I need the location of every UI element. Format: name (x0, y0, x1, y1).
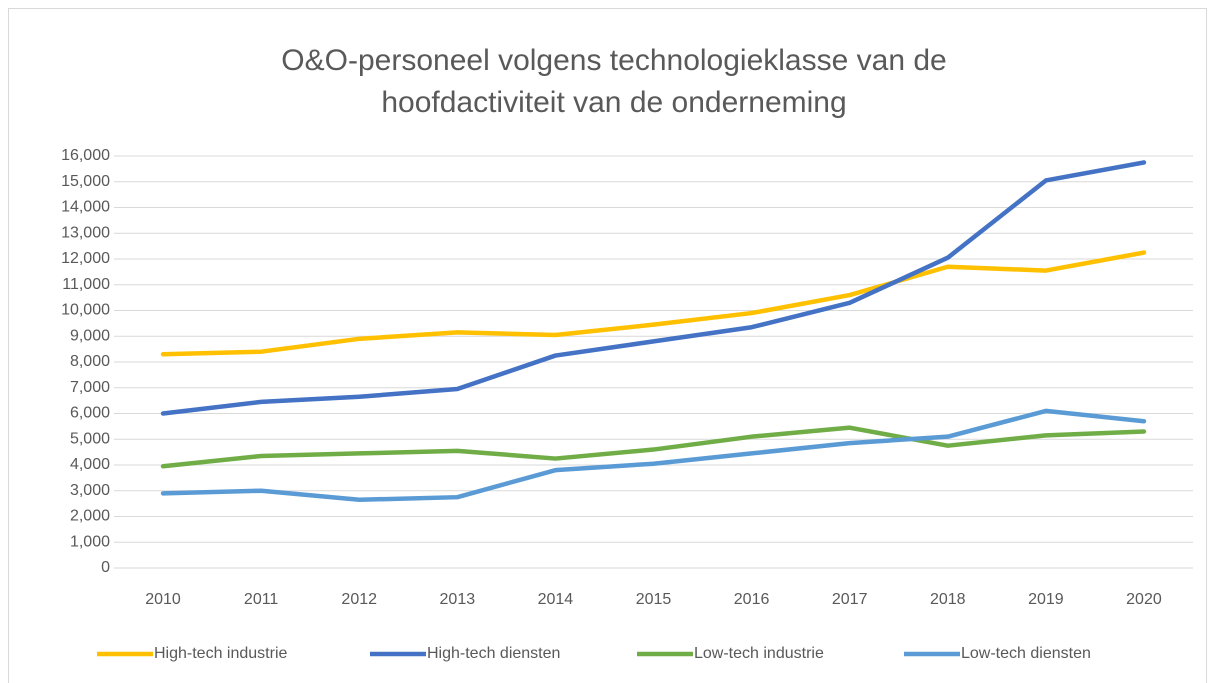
y-tick-label: 1,000 (70, 533, 110, 550)
y-tick-label: 9,000 (70, 327, 110, 344)
y-tick-label: 4,000 (70, 456, 110, 473)
y-tick-label: 12,000 (61, 250, 110, 267)
x-tick-label: 2019 (1028, 591, 1064, 608)
x-tick-label: 2016 (734, 591, 770, 608)
series-line (160, 408, 1147, 503)
x-tick-label: 2017 (832, 591, 868, 608)
y-tick-label: 5,000 (70, 430, 110, 447)
y-tick-label: 8,000 (70, 353, 110, 370)
x-tick-label: 2010 (145, 591, 181, 608)
legend-label: Low-tech industrie (694, 645, 824, 662)
legend-label: High-tech diensten (427, 645, 560, 662)
chart-title: O&O-personeel volgens technologieklasse … (281, 44, 946, 77)
y-tick-label: 11,000 (62, 276, 110, 293)
x-tick-label: 2015 (636, 591, 672, 608)
y-tick-label: 3,000 (70, 482, 110, 499)
chart-border (8, 8, 1207, 683)
y-tick-label: 14,000 (61, 199, 110, 216)
series-line (160, 425, 1147, 469)
series-line (160, 160, 1147, 416)
y-tick-label: 10,000 (61, 302, 110, 319)
x-tick-label: 2011 (244, 591, 279, 608)
y-tick-label: 13,000 (61, 224, 110, 241)
chart-title: hoofdactiviteit van de onderneming (381, 86, 846, 119)
x-tick-label: 2018 (930, 591, 966, 608)
y-tick-label: 6,000 (70, 405, 110, 422)
x-tick-label: 2012 (341, 591, 377, 608)
y-tick-label: 16,000 (61, 147, 110, 164)
y-tick-label: 15,000 (61, 173, 110, 190)
legend-label: High-tech industrie (154, 645, 288, 662)
series-line (160, 250, 1147, 357)
x-tick-label: 2020 (1126, 591, 1162, 608)
y-tick-label: 0 (101, 559, 110, 576)
y-tick-label: 7,000 (70, 379, 110, 396)
y-tick-label: 2,000 (70, 508, 110, 525)
legend-label: Low-tech diensten (961, 645, 1091, 662)
x-tick-label: 2014 (538, 591, 574, 608)
x-tick-label: 2013 (440, 591, 476, 608)
